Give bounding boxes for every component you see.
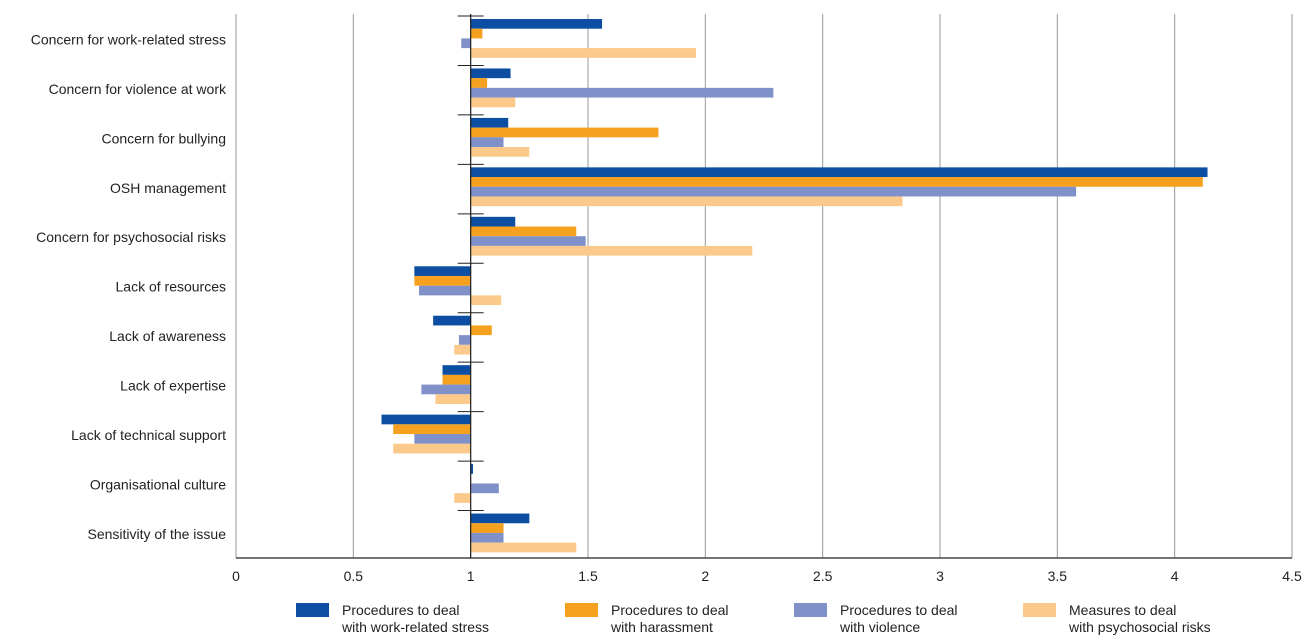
bar-series3-cat6 — [454, 344, 471, 355]
bar-series2-cat3 — [470, 186, 1077, 197]
bar-series0-cat5 — [414, 266, 471, 276]
category-label: Lack of technical support — [71, 427, 226, 443]
bar-series1-cat1 — [470, 78, 488, 88]
legend-label-2: Procedures to deal — [840, 602, 958, 618]
legend-label-3: with psychosocial risks — [1068, 619, 1211, 635]
bar-series1-cat6 — [470, 325, 492, 336]
legend-swatch-3 — [1023, 603, 1056, 617]
legend-label-0: Procedures to deal — [342, 602, 460, 618]
bar-series2-cat8 — [414, 434, 471, 444]
legend-label-3: Measures to deal — [1069, 602, 1176, 618]
bar-series3-cat5 — [470, 295, 502, 306]
bar-series0-cat2 — [470, 117, 509, 128]
bar-series2-cat0 — [461, 38, 471, 49]
category-label: Concern for bullying — [101, 130, 226, 146]
category-label: Lack of resources — [116, 279, 227, 295]
bar-series2-cat6 — [458, 335, 471, 345]
bar-series1-cat2 — [470, 127, 659, 138]
bar-series1-cat10 — [470, 523, 504, 533]
bar-series0-cat4 — [470, 216, 516, 227]
bar-series0-cat0 — [470, 19, 603, 29]
bar-series3-cat1 — [470, 97, 516, 108]
bar-series0-cat6 — [433, 315, 471, 326]
category-label: Concern for work-related stress — [31, 31, 226, 47]
bar-series0-cat3 — [470, 167, 1208, 178]
legend-swatch-2 — [794, 603, 827, 617]
x-tick-label: 2 — [701, 568, 709, 584]
bar-series1-cat0 — [470, 28, 483, 39]
bar-series2-cat9 — [470, 483, 499, 494]
bars — [381, 19, 1208, 553]
legend-swatch-1 — [565, 603, 598, 617]
bar-series3-cat0 — [470, 48, 696, 58]
category-labels: Concern for work-related stress Concern f… — [31, 31, 227, 542]
bar-series0-cat8 — [381, 414, 471, 425]
x-tick-label: 2.5 — [813, 568, 833, 584]
bar-series2-cat5 — [419, 285, 471, 296]
x-tick-labels: 0 0.5 1 1.5 2 2.5 3 3.5 4 4.5 — [232, 568, 1302, 584]
legend-label-1: with harassment — [610, 619, 713, 635]
x-tick-label: 1.5 — [578, 568, 598, 584]
category-label: Concern for psychosocial risks — [36, 229, 226, 245]
bar-series1-cat8 — [393, 424, 471, 435]
bar-series0-cat7 — [442, 365, 471, 375]
legend-swatch-0 — [296, 603, 329, 617]
bar-series2-cat7 — [421, 384, 471, 395]
bar-series1-cat3 — [470, 177, 1203, 187]
category-label: Organisational culture — [90, 477, 226, 493]
category-label: Concern for violence at work — [49, 81, 227, 97]
legend-label-1: Procedures to deal — [611, 602, 729, 618]
axes — [236, 14, 1292, 559]
bar-series2-cat1 — [470, 87, 774, 98]
bar-series3-cat2 — [470, 147, 530, 157]
bar-series3-cat4 — [470, 245, 753, 256]
bar-series2-cat2 — [470, 137, 504, 148]
bar-series0-cat1 — [470, 68, 511, 79]
bar-series3-cat7 — [435, 394, 471, 404]
bar-series3-cat8 — [393, 443, 471, 454]
bar-series1-cat5 — [414, 275, 471, 286]
category-label: OSH management — [110, 180, 226, 196]
bar-series0-cat9 — [470, 464, 474, 474]
legend-label-0: with work-related stress — [341, 619, 489, 635]
bar-series0-cat10 — [470, 513, 530, 524]
x-tick-label: 3 — [936, 568, 944, 584]
legend-label-2: with violence — [839, 619, 920, 635]
category-label: Sensitivity of the issue — [87, 526, 226, 542]
x-tick-label: 1 — [467, 568, 475, 584]
x-tick-label: 4 — [1171, 568, 1179, 584]
bar-series3-cat9 — [454, 493, 471, 503]
bar-series1-cat7 — [442, 374, 471, 385]
x-tick-label: 3.5 — [1048, 568, 1068, 584]
category-label: Lack of expertise — [120, 378, 226, 394]
bar-series1-cat4 — [470, 226, 577, 237]
x-tick-label: 0 — [232, 568, 240, 584]
bar-series2-cat10 — [470, 532, 504, 543]
x-tick-label: 4.5 — [1282, 568, 1302, 584]
bar-series2-cat4 — [470, 236, 586, 246]
category-label: Lack of awareness — [109, 328, 226, 344]
bar-series3-cat10 — [470, 542, 577, 553]
bar-series3-cat3 — [470, 196, 903, 207]
x-tick-label: 0.5 — [344, 568, 364, 584]
